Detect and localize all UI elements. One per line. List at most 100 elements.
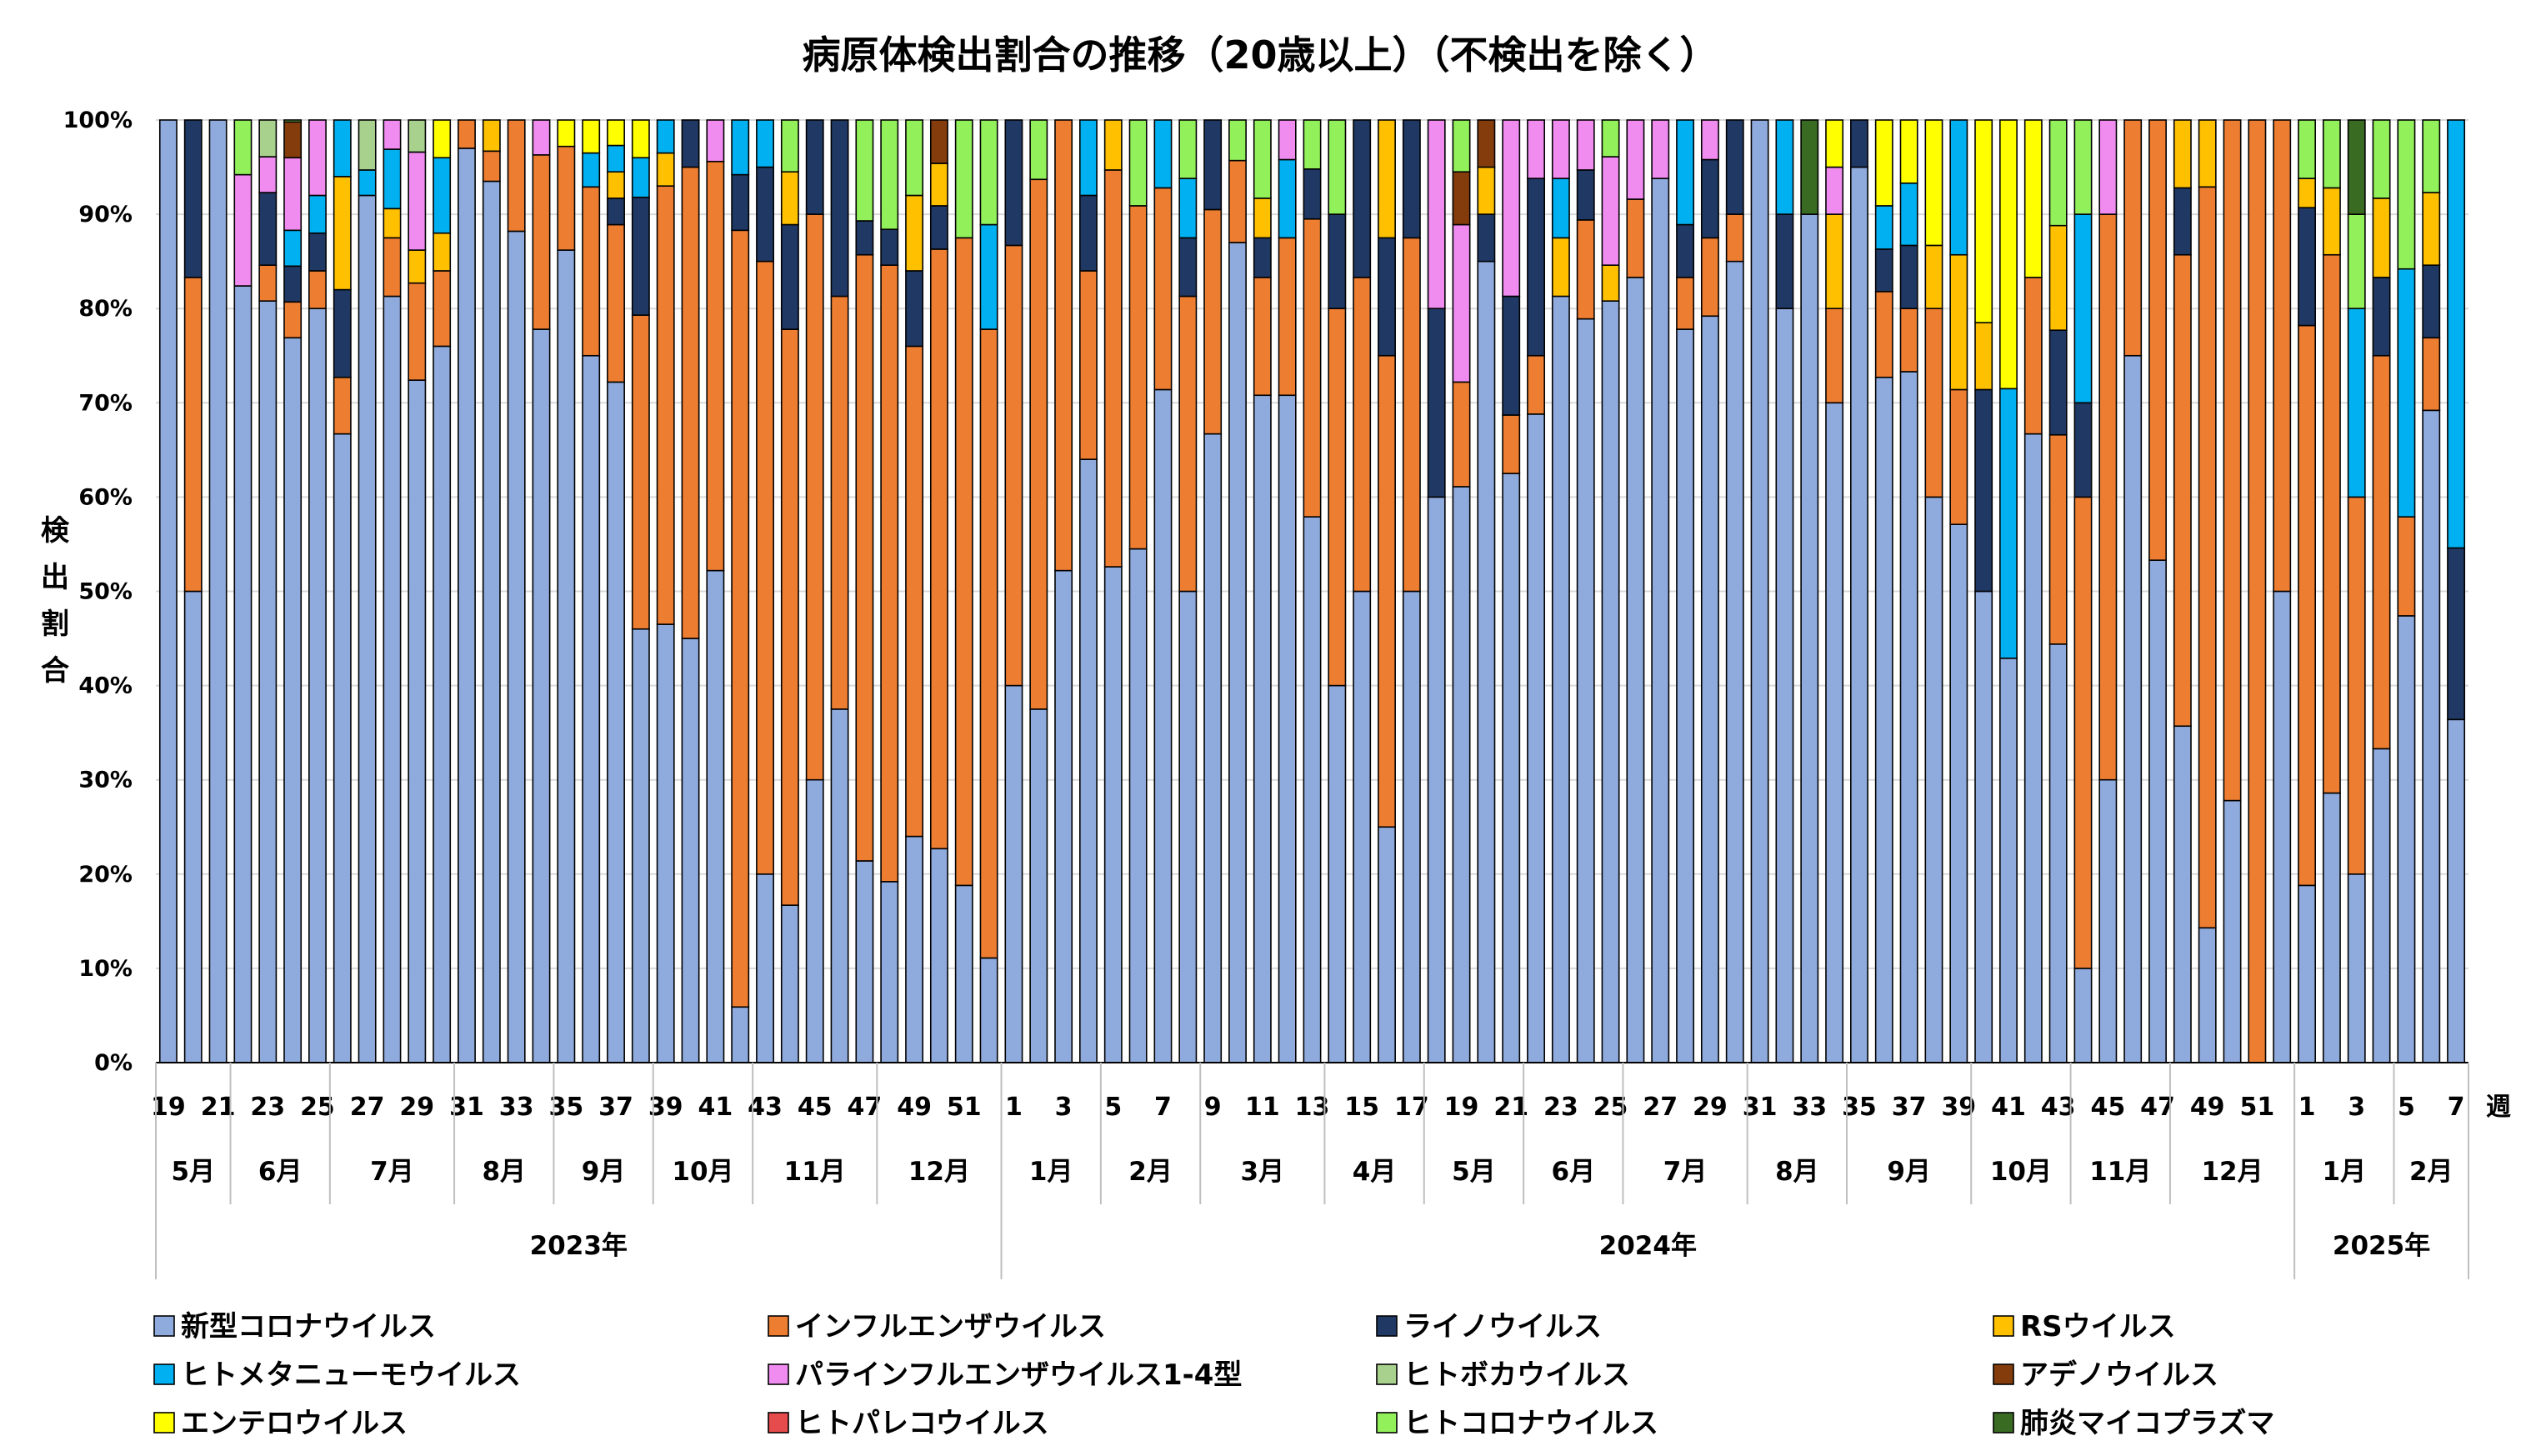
bar-stack bbox=[1502, 119, 1521, 1063]
bar-segment bbox=[1825, 308, 1844, 404]
bar-stack bbox=[1651, 119, 1670, 1063]
bar-segment bbox=[208, 119, 228, 1063]
bar-segment bbox=[557, 119, 576, 148]
x-tick-label: 51 bbox=[947, 1093, 982, 1122]
bar-segment bbox=[1203, 433, 1223, 1063]
bar-stack bbox=[1253, 119, 1272, 1063]
bar-stack bbox=[756, 119, 774, 1063]
bar-segment bbox=[1153, 187, 1173, 391]
bar-segment bbox=[283, 265, 303, 303]
bar-stack bbox=[2347, 119, 2366, 1063]
bar-segment bbox=[731, 1006, 750, 1063]
bar-stack bbox=[233, 119, 253, 1063]
bar-stack bbox=[2273, 119, 2292, 1063]
bar-stack bbox=[2248, 119, 2267, 1063]
bar-segment bbox=[1303, 516, 1322, 1063]
bar-segment bbox=[1676, 328, 1695, 1063]
chart-title: 病原体検出割合の推移（20歳以上）（不検出を除く） bbox=[802, 33, 1718, 78]
bar-stack bbox=[1079, 119, 1098, 1063]
bar-segment bbox=[183, 119, 203, 278]
bar-segment bbox=[1378, 119, 1396, 239]
month-label: 5月 bbox=[171, 1157, 215, 1187]
bar-segment bbox=[1128, 548, 1148, 1063]
x-tick-label: 13 bbox=[1295, 1093, 1330, 1122]
bar-segment bbox=[1601, 156, 1620, 266]
bar-segment bbox=[2123, 119, 2143, 357]
x-tick-label: 25 bbox=[300, 1093, 335, 1122]
bar-segment bbox=[1949, 388, 1968, 525]
legend-swatch bbox=[1376, 1315, 1398, 1337]
bar-segment bbox=[830, 295, 849, 710]
bar-segment bbox=[258, 192, 278, 266]
bar-segment bbox=[905, 194, 924, 272]
bar-segment bbox=[1999, 119, 2018, 390]
bar-segment bbox=[1103, 119, 1123, 171]
bar-segment bbox=[283, 301, 303, 339]
bar-segment bbox=[433, 270, 452, 348]
x-tick-label: 47 bbox=[2140, 1093, 2175, 1122]
bar-segment bbox=[2048, 119, 2068, 227]
bar-segment bbox=[1029, 178, 1048, 710]
bar-segment bbox=[333, 433, 352, 1063]
bar-segment bbox=[2347, 213, 2366, 310]
bar-segment bbox=[1551, 237, 1570, 298]
bar-segment bbox=[1949, 523, 1968, 1063]
bar-segment bbox=[258, 119, 278, 158]
y-tick-label: 20% bbox=[78, 862, 133, 888]
bar-segment bbox=[1850, 119, 1868, 168]
bar-segment bbox=[308, 119, 327, 197]
bar-stack bbox=[2073, 119, 2093, 1063]
bar-segment bbox=[1378, 826, 1396, 1063]
bar-segment bbox=[1700, 315, 1719, 1063]
y-axis: 0% 10% 20% 30% 40% 50% 60% 70% 80% 90% 100% bbox=[63, 108, 2468, 1076]
bar-segment bbox=[2273, 590, 2292, 1063]
bar-stack bbox=[208, 119, 228, 1063]
legend-item: ヒトボカウイルス bbox=[1376, 1358, 1630, 1392]
bar-segment bbox=[731, 119, 750, 176]
x-tick-label: 17 bbox=[1394, 1093, 1429, 1122]
bar-segment bbox=[158, 119, 178, 1063]
bar-segment bbox=[2298, 119, 2316, 179]
bar-segment bbox=[1228, 119, 1247, 162]
bar-segment bbox=[1253, 237, 1272, 278]
bar-segment bbox=[1850, 166, 1868, 1063]
bar-segment bbox=[2148, 119, 2167, 561]
x-tick-label: 5 bbox=[2398, 1093, 2415, 1122]
bar-stack bbox=[258, 119, 278, 1063]
bar-segment bbox=[805, 213, 824, 781]
bar-stack bbox=[458, 119, 476, 1063]
bar-segment bbox=[2447, 119, 2466, 549]
bar-segment bbox=[929, 119, 948, 164]
bar-stack bbox=[2048, 119, 2068, 1063]
bar-segment bbox=[2322, 187, 2341, 256]
bar-segment bbox=[1328, 119, 1347, 215]
bar-stack bbox=[1949, 119, 1968, 1063]
bar-segment bbox=[2347, 496, 2366, 875]
bar-segment bbox=[183, 590, 203, 1063]
month-label: 10月 bbox=[1990, 1157, 2052, 1187]
bar-stack bbox=[2023, 119, 2043, 1063]
bar-segment bbox=[1328, 213, 1347, 310]
x-tick-label: 27 bbox=[1643, 1093, 1678, 1122]
bar-segment bbox=[805, 119, 824, 215]
bar-stack bbox=[2123, 119, 2143, 1063]
bar-segment bbox=[2073, 968, 2093, 1063]
bar-stack bbox=[1999, 119, 2018, 1063]
bar-segment bbox=[880, 228, 899, 266]
bar-segment bbox=[1750, 119, 1769, 1063]
bar-stack bbox=[358, 119, 377, 1063]
bar-segment bbox=[2148, 559, 2167, 1063]
bar-segment bbox=[507, 119, 526, 233]
month-label: 6月 bbox=[1552, 1157, 1596, 1187]
bar-segment bbox=[507, 230, 526, 1063]
bar-segment bbox=[1502, 414, 1521, 474]
bar-segment bbox=[1278, 394, 1297, 1063]
bar-stack bbox=[1427, 119, 1446, 1063]
month-label: 12月 bbox=[2201, 1157, 2263, 1187]
bar-segment bbox=[2397, 268, 2416, 518]
bar-segment bbox=[1253, 119, 1272, 199]
bar-segment bbox=[2048, 643, 2068, 1063]
legend-swatch bbox=[1993, 1315, 2014, 1337]
bar-segment bbox=[1353, 277, 1372, 593]
x-tick-label: 11 bbox=[1245, 1093, 1280, 1122]
